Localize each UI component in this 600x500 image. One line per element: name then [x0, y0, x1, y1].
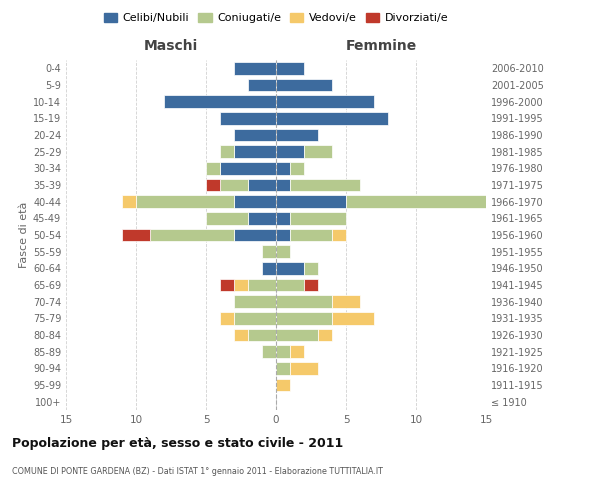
- Text: Maschi: Maschi: [144, 39, 198, 53]
- Bar: [304, 279, 318, 291]
- Bar: [290, 162, 304, 174]
- Bar: [290, 212, 346, 224]
- Bar: [346, 196, 514, 208]
- Bar: [276, 362, 290, 374]
- Bar: [276, 179, 290, 191]
- Bar: [276, 312, 332, 324]
- Bar: [262, 346, 276, 358]
- Bar: [234, 296, 276, 308]
- Bar: [276, 229, 290, 241]
- Bar: [318, 329, 332, 341]
- Bar: [332, 229, 346, 241]
- Bar: [234, 279, 248, 291]
- Bar: [122, 196, 136, 208]
- Bar: [290, 346, 304, 358]
- Bar: [304, 146, 332, 158]
- Bar: [220, 112, 276, 124]
- Bar: [276, 196, 346, 208]
- Bar: [234, 312, 276, 324]
- Bar: [248, 179, 276, 191]
- Bar: [248, 212, 276, 224]
- Text: Popolazione per età, sesso e stato civile - 2011: Popolazione per età, sesso e stato civil…: [12, 438, 343, 450]
- Bar: [234, 128, 276, 141]
- Bar: [234, 329, 248, 341]
- Bar: [234, 62, 276, 74]
- Bar: [332, 312, 374, 324]
- Bar: [276, 79, 332, 92]
- Bar: [136, 196, 234, 208]
- Bar: [248, 79, 276, 92]
- Bar: [206, 212, 248, 224]
- Bar: [234, 146, 276, 158]
- Bar: [332, 296, 360, 308]
- Bar: [276, 279, 304, 291]
- Bar: [304, 262, 318, 274]
- Bar: [220, 162, 276, 174]
- Bar: [276, 329, 318, 341]
- Bar: [220, 179, 248, 191]
- Bar: [290, 179, 360, 191]
- Bar: [220, 279, 234, 291]
- Bar: [248, 279, 276, 291]
- Bar: [290, 229, 332, 241]
- Bar: [276, 62, 304, 74]
- Bar: [248, 329, 276, 341]
- Bar: [122, 229, 150, 241]
- Legend: Celibi/Nubili, Coniugati/e, Vedovi/e, Divorziati/e: Celibi/Nubili, Coniugati/e, Vedovi/e, Di…: [100, 8, 452, 28]
- Bar: [206, 179, 220, 191]
- Bar: [164, 96, 276, 108]
- Bar: [276, 162, 290, 174]
- Bar: [276, 246, 290, 258]
- Bar: [262, 262, 276, 274]
- Bar: [220, 146, 234, 158]
- Bar: [276, 346, 290, 358]
- Bar: [276, 146, 304, 158]
- Bar: [276, 128, 318, 141]
- Bar: [276, 262, 304, 274]
- Bar: [276, 296, 332, 308]
- Bar: [276, 212, 290, 224]
- Bar: [234, 229, 276, 241]
- Bar: [206, 162, 220, 174]
- Text: COMUNE DI PONTE GARDENA (BZ) - Dati ISTAT 1° gennaio 2011 - Elaborazione TUTTITA: COMUNE DI PONTE GARDENA (BZ) - Dati ISTA…: [12, 468, 383, 476]
- Bar: [276, 112, 388, 124]
- Bar: [150, 229, 234, 241]
- Bar: [234, 196, 276, 208]
- Text: Femmine: Femmine: [346, 39, 416, 53]
- Y-axis label: Fasce di età: Fasce di età: [19, 202, 29, 268]
- Bar: [290, 362, 318, 374]
- Bar: [220, 312, 234, 324]
- Bar: [276, 379, 290, 391]
- Bar: [276, 96, 374, 108]
- Bar: [262, 246, 276, 258]
